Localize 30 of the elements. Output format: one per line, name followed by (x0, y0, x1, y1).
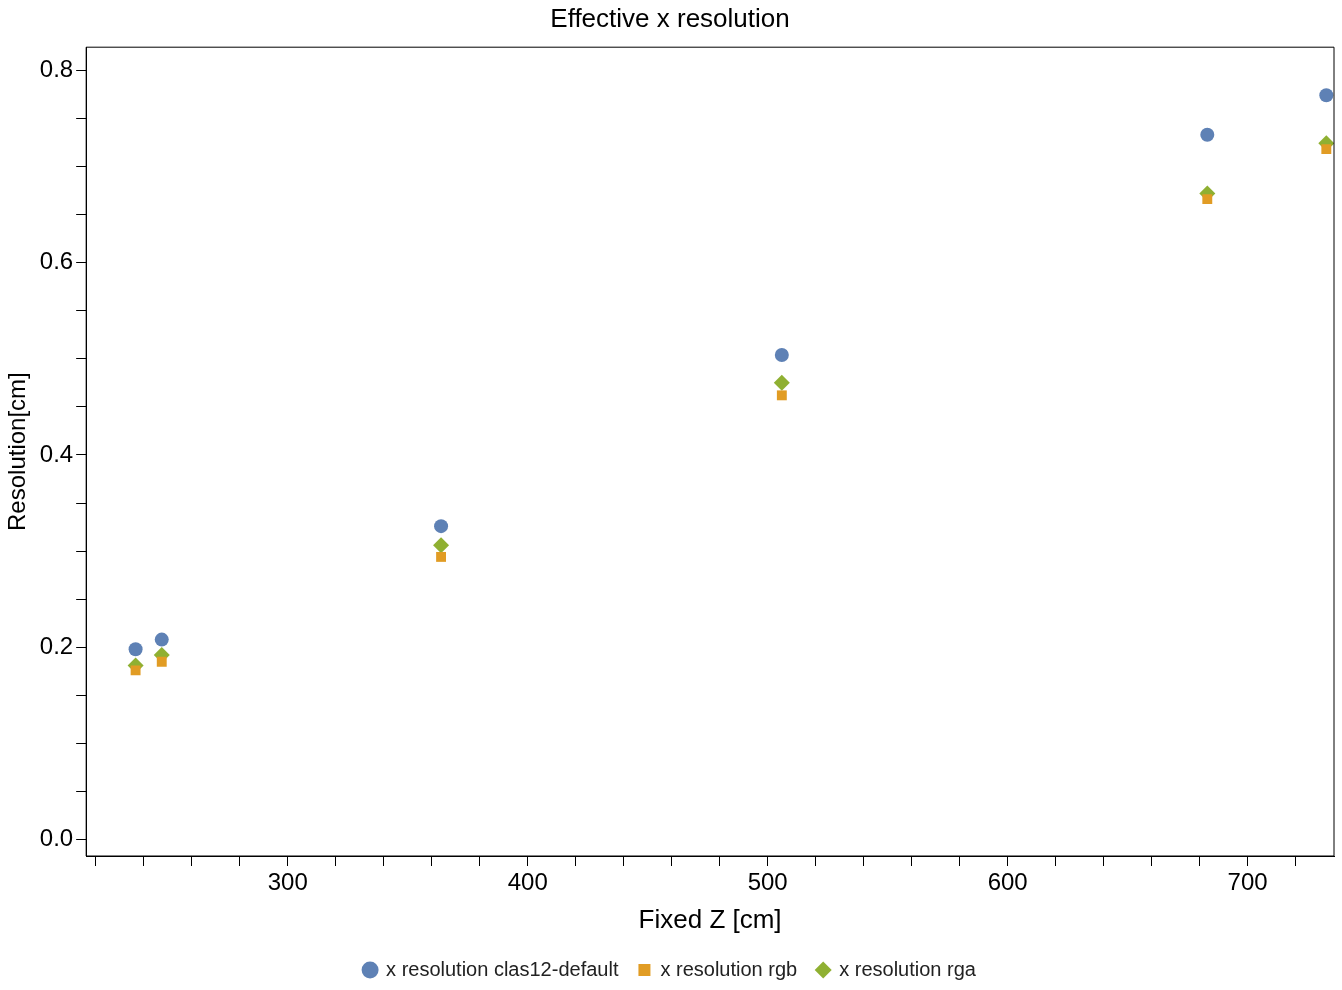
y-tick-label: 0.6 (39, 247, 74, 275)
point (156, 656, 167, 667)
point (128, 642, 143, 657)
y-tick-label: 0.2 (39, 631, 74, 659)
legend-label: x resolution rgb (660, 957, 798, 980)
point (434, 519, 449, 534)
point (776, 390, 787, 401)
x-tick-label: 400 (507, 868, 548, 896)
point (1319, 88, 1334, 103)
x-tick-label: 700 (1227, 868, 1268, 896)
point (436, 551, 447, 562)
point (154, 632, 169, 647)
chart-title: Effective x resolution (550, 2, 790, 33)
x-axis-title: Fixed Z [cm] (638, 903, 782, 934)
x-tick-label: 300 (267, 868, 308, 896)
point (433, 537, 450, 554)
point (1200, 127, 1215, 142)
point (130, 665, 141, 676)
y-tick-label: 0.8 (39, 54, 74, 82)
legend-label: x resolution rga (839, 957, 977, 980)
point (1202, 194, 1213, 205)
y-tick-label: 0.0 (39, 824, 74, 852)
point (774, 347, 789, 362)
y-axis-title: Resolution[cm] (3, 372, 31, 531)
point (1321, 144, 1332, 155)
point (773, 374, 790, 391)
x-tick-label: 500 (747, 868, 788, 896)
legend-label: x resolution clas12-default (386, 957, 619, 980)
x-tick-label: 600 (987, 868, 1028, 896)
y-tick-label: 0.4 (39, 439, 74, 467)
